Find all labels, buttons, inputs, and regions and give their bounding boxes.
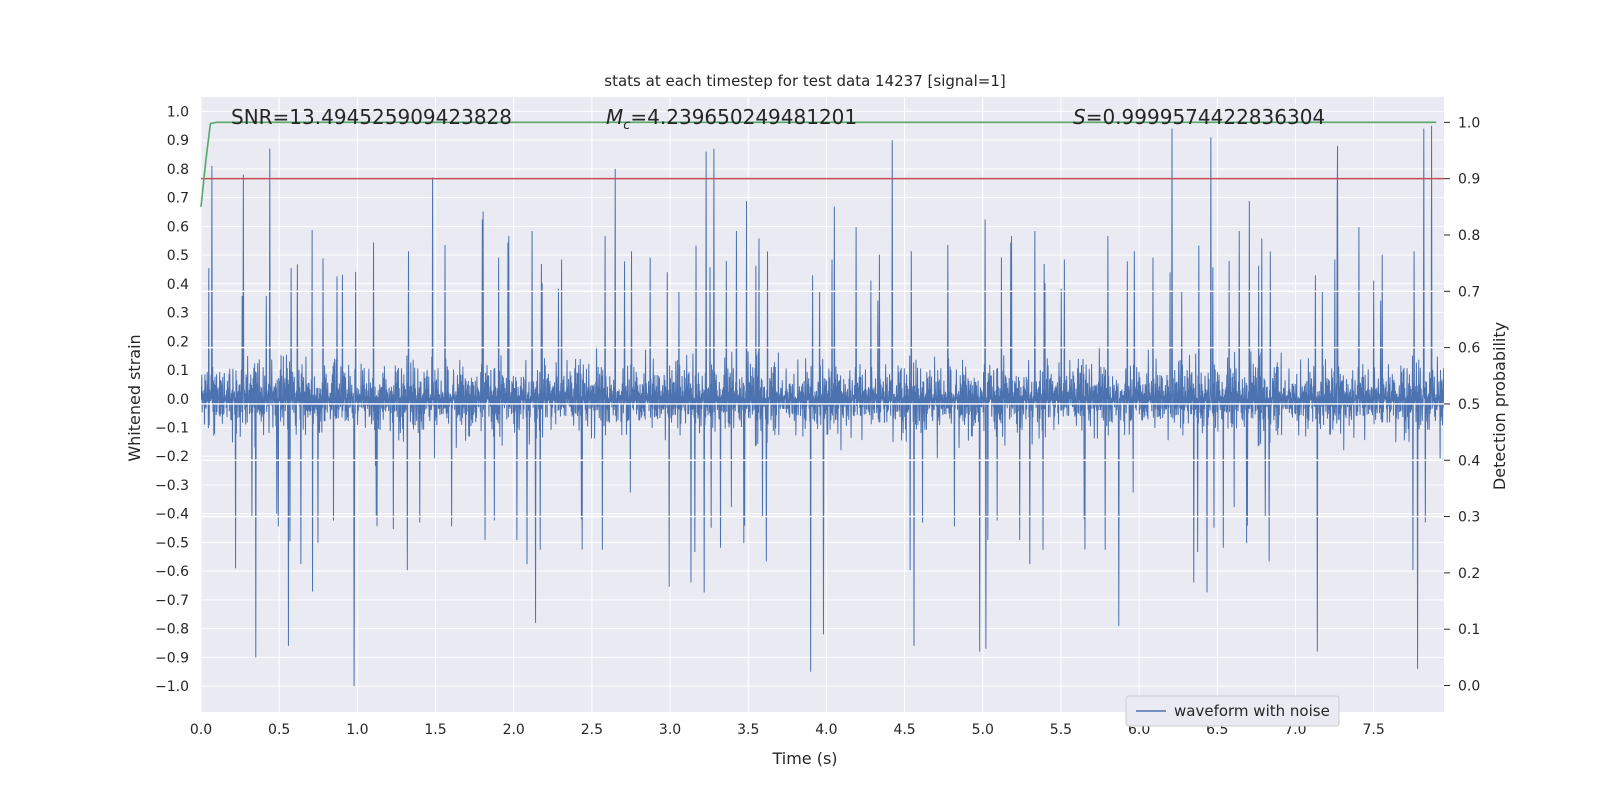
y-tick-label: −0.9 [155, 650, 189, 666]
y2-tick-label: 0.3 [1458, 510, 1480, 526]
s-symbol: S [1073, 105, 1086, 129]
y2-tick-label: 0.5 [1458, 397, 1480, 413]
y-tick-label: 0.2 [167, 334, 189, 350]
y2-tick-label: 0.7 [1458, 284, 1480, 300]
y-tick-label: 0.4 [167, 277, 189, 293]
y-axis-ticks: 1.0 0.9 0.8 0.7 0.6 0.5 0.4 0.3 0.2 0.1 0.0 −0.1 −0.… [155, 104, 189, 695]
y-tick-label: 0.6 [167, 219, 189, 235]
x-tick-label: 0.0 [190, 722, 212, 738]
x-tick-label: 4.5 [893, 722, 915, 738]
y-tick-label: −1.0 [155, 679, 189, 695]
y2-tick-label: 0.2 [1458, 566, 1480, 582]
detection-probability-line [200, 121, 1437, 207]
mc-symbol: M [606, 105, 623, 129]
y-tick-label: −0.4 [155, 507, 189, 523]
y-tick-label: 0.8 [167, 162, 189, 178]
x-tick-label: 3.5 [737, 722, 759, 738]
y-tick-label: −0.8 [155, 622, 189, 638]
right-axis-gridlines [201, 290, 1444, 518]
y-tick-label: 0.3 [167, 306, 189, 322]
y2-axis-ticks: 1.0 0.9 0.8 0.7 0.6 0.5 0.4 0.3 0.2 0.1 0.0 [1444, 115, 1480, 695]
y2-tick-label: 0.8 [1458, 228, 1480, 244]
snr-annotation: SNR=13.494525909423828 [231, 105, 512, 129]
y-tick-label: −0.6 [155, 564, 189, 580]
y-tick-label: 1.0 [167, 104, 189, 120]
s-value: =0.9999574422836304 [1086, 105, 1325, 129]
x-tick-label: 4.0 [815, 722, 837, 738]
y2-tick-label: 0.1 [1458, 622, 1480, 638]
legend-label-waveform: waveform with noise [1174, 702, 1330, 720]
y2-tick-label: 0.6 [1458, 341, 1480, 357]
mc-value: =4.239650249481201 [630, 105, 857, 129]
y-tick-label: −0.2 [155, 449, 189, 465]
y2-axis-label: Detection probability [1490, 322, 1509, 490]
y-tick-label: −0.5 [155, 535, 189, 551]
y-tick-label: 0.7 [167, 191, 189, 207]
x-axis-label: Time (s) [771, 749, 837, 768]
y-tick-label: 0.0 [167, 392, 189, 408]
y2-tick-label: 0.0 [1458, 679, 1480, 695]
mc-subscript: c [623, 118, 630, 133]
x-tick-label: 1.0 [346, 722, 368, 738]
x-tick-label: 3.0 [659, 722, 681, 738]
x-tick-label: 2.0 [503, 722, 525, 738]
legend: waveform with noise [1125, 695, 1340, 727]
y-tick-label: −0.7 [155, 593, 189, 609]
waveform-line [201, 125, 1444, 687]
y-tick-label: 0.5 [167, 248, 189, 264]
y2-tick-label: 0.9 [1458, 172, 1480, 188]
y2-tick-label: 1.0 [1458, 115, 1480, 131]
chart-title: stats at each timestep for test data 142… [604, 72, 1005, 90]
x-tick-label: 1.5 [424, 722, 446, 738]
x-tick-label: 5.0 [972, 722, 994, 738]
score-annotation: S=0.9999574422836304 [1073, 105, 1325, 129]
x-tick-label: 5.5 [1050, 722, 1072, 738]
y-tick-label: −0.1 [155, 420, 189, 436]
chirp-mass-annotation: Mc=4.239650249481201 [606, 105, 857, 133]
y-tick-label: 0.1 [167, 363, 189, 379]
y-tick-label: −0.3 [155, 478, 189, 494]
y-tick-label: 0.9 [167, 133, 189, 149]
x-tick-label: 0.5 [268, 722, 290, 738]
y2-tick-label: 0.4 [1458, 453, 1480, 469]
waveform-with-noise-series [201, 125, 1444, 687]
legend-box [1125, 695, 1340, 727]
x-tick-label: 2.5 [581, 722, 603, 738]
y-axis-label: Whitened strain [125, 334, 144, 461]
x-tick-label: 7.5 [1363, 722, 1385, 738]
